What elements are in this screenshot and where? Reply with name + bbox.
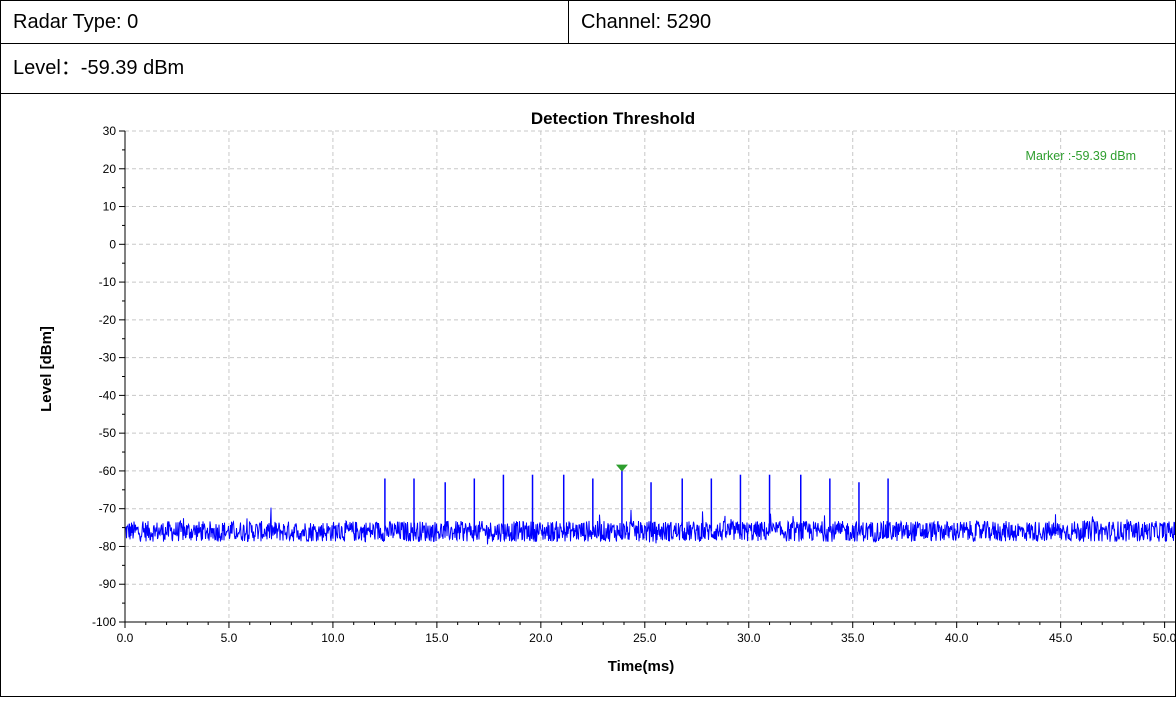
noise-trace: [124, 507, 1176, 545]
info-row: Radar Type: 0 Channel: 5290: [1, 1, 1175, 44]
x-tick-label: 10.0: [321, 631, 345, 645]
y-tick-label: -70: [99, 502, 117, 516]
y-tick-label: 0: [109, 237, 116, 251]
y-tick-label: 20: [103, 162, 117, 176]
series-trace: [124, 468, 1176, 545]
x-tick-label: 30.0: [737, 631, 761, 645]
y-tick-label: -40: [99, 388, 117, 402]
x-tick-label: 25.0: [633, 631, 657, 645]
y-tick-label: -60: [99, 464, 117, 478]
y-tick-label: -10: [99, 275, 117, 289]
marker-readout: Marker :-59.39 dBm: [1026, 149, 1136, 163]
x-tick-label: 15.0: [425, 631, 449, 645]
marker-triangle: [615, 464, 628, 472]
x-tick-label: 5.0: [221, 631, 238, 645]
detection-threshold-chart: 30 20 10 0 -10 -20 -30 -40 -50 -60 -70 -80 -90 -100 0.…: [1, 94, 1176, 696]
y-tick-label: -50: [99, 426, 117, 440]
y-tick-label: -90: [99, 577, 117, 591]
x-axis-label: Time(ms): [608, 658, 674, 675]
y-axis-label: Level [dBm]: [38, 326, 55, 412]
channel-label: Channel: 5290: [581, 11, 712, 33]
marker: [615, 464, 628, 472]
level-label: Level：-59.39 dBm: [13, 57, 185, 79]
y-tick-label: -100: [92, 615, 116, 629]
x-tick-label: 50.0: [1153, 631, 1175, 645]
chart-svg: 30 20 10 0 -10 -20 -30 -40 -50 -60 -70 -80 -90 -1000.…: [38, 109, 1176, 675]
radar-type-label: Radar Type: 0: [1, 1, 569, 43]
x-tick-label: 20.0: [529, 631, 553, 645]
x-tick-label: 35.0: [841, 631, 865, 645]
x-tick-label: 40.0: [945, 631, 969, 645]
y-tick-label: 10: [103, 200, 117, 214]
chart-title: Detection Threshold: [531, 109, 695, 128]
grid-lines: [125, 130, 1175, 622]
axes: 30 20 10 0 -10 -20 -30 -40 -50 -60 -70 -80 -90 -1000.…: [92, 124, 1176, 645]
x-tick-label: 0.0: [117, 631, 134, 645]
y-tick-label: 30: [103, 124, 117, 138]
y-tick-label: -80: [99, 539, 117, 553]
x-tick-label: 45.0: [1049, 631, 1073, 645]
y-tick-label: -20: [99, 313, 117, 327]
y-tick-label: -30: [99, 351, 117, 365]
level-row: Level：-59.39 dBm: [1, 44, 1175, 94]
